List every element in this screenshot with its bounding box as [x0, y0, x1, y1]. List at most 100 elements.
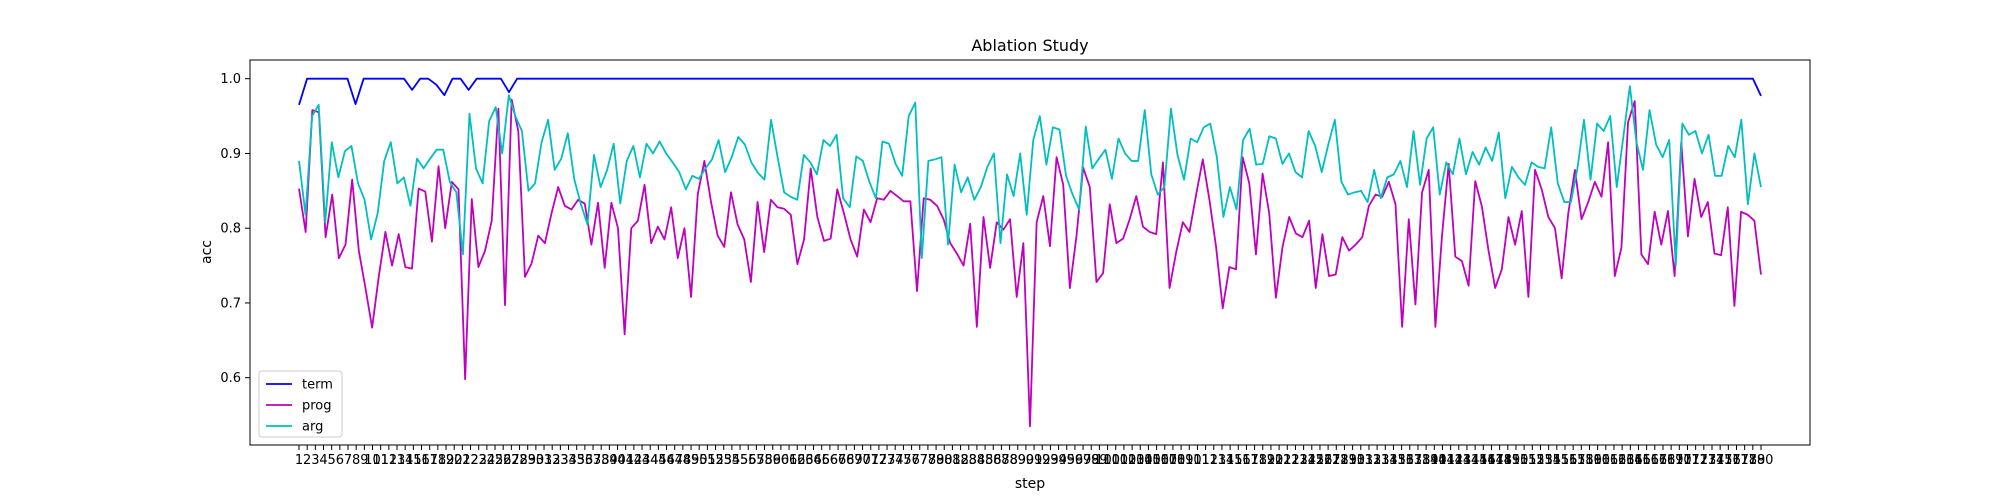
x-tick-label: 157: [1561, 453, 1586, 468]
x-tick-label: 133: [1365, 453, 1390, 468]
y-tick-label: 0.8: [220, 222, 241, 237]
x-tick-label: 48: [675, 453, 692, 468]
x-tick-label: 46: [658, 453, 675, 468]
x-tick-label: 72: [871, 453, 888, 468]
x-tick-label: 34: [560, 453, 577, 468]
x-tick-label: 75: [895, 453, 912, 468]
x-tick-label: 173: [1691, 453, 1716, 468]
x-tick-label: 132: [1357, 453, 1382, 468]
x-tick-label: 7: [344, 453, 352, 468]
x-tick-label: 116: [1226, 453, 1251, 468]
x-tick-label: 170: [1667, 453, 1692, 468]
x-tick-label: 70: [854, 453, 871, 468]
legend-box: [258, 370, 343, 438]
x-tick-label: 176: [1716, 453, 1741, 468]
x-tick-label: 112: [1193, 453, 1218, 468]
x-tick-label: 130: [1340, 453, 1365, 468]
x-tick-label: 92: [1034, 453, 1051, 468]
x-axis-title: step: [1015, 476, 1045, 492]
x-tick-label: 121: [1267, 453, 1292, 468]
x-tick-label: 164: [1618, 453, 1643, 468]
series-line-arg: [298, 85, 1762, 267]
x-tick-label: 140: [1422, 453, 1447, 468]
x-tick-label: 123: [1283, 453, 1308, 468]
x-tick-label: 8: [352, 453, 360, 468]
x-tick-label: 152: [1520, 453, 1545, 468]
x-tick-label: 113: [1201, 453, 1226, 468]
x-tick-label: 167: [1642, 453, 1667, 468]
x-tick-label: 177: [1724, 453, 1749, 468]
x-tick-label: 179: [1740, 453, 1765, 468]
x-tick-label: 100: [1095, 453, 1120, 468]
x-tick-label: 82: [952, 453, 969, 468]
x-tick-label: 45: [650, 453, 667, 468]
x-tick-label: 120: [1259, 453, 1284, 468]
x-tick-label: 102: [1112, 453, 1137, 468]
x-tick-label: 153: [1528, 453, 1553, 468]
x-tick-label: 146: [1471, 453, 1496, 468]
x-tick-label: 33: [552, 453, 569, 468]
x-tick-label: 20: [446, 453, 463, 468]
x-tick-label: 18: [430, 453, 447, 468]
y-tick-label: 0.6: [220, 371, 241, 386]
x-tick-label: 127: [1316, 453, 1341, 468]
y-tick-label: 0.7: [220, 296, 241, 311]
x-tick-label: 74: [887, 453, 904, 468]
x-tick-label: 119: [1250, 453, 1275, 468]
x-tick-label: 32: [544, 453, 561, 468]
x-tick-label: 180: [1749, 453, 1774, 468]
x-tick-label: 37: [585, 453, 602, 468]
x-tick-label: 67: [830, 453, 847, 468]
x-tick-label: 115: [1218, 453, 1243, 468]
y-axis: 0.6 0.7 0.8 0.9 1.0: [220, 72, 250, 386]
x-tick-label: 137: [1397, 453, 1422, 468]
x-tick-label: 117: [1234, 453, 1259, 468]
x-tick-label: 110: [1177, 453, 1202, 468]
x-tick-label: 15: [405, 453, 422, 468]
x-tick-label: 25: [487, 453, 504, 468]
x-tick-label: 79: [928, 453, 945, 468]
x-tick-label: 99: [1091, 453, 1108, 468]
x-tick-label: 159: [1577, 453, 1602, 468]
x-tick-label: 52: [707, 453, 724, 468]
x-tick-label: 23: [470, 453, 487, 468]
y-axis-title: acc: [199, 240, 215, 264]
x-tick-label: 171: [1675, 453, 1700, 468]
x-tick-label: 3: [311, 453, 319, 468]
x-tick-label: 5: [328, 453, 336, 468]
x-tick-label: 17: [421, 453, 438, 468]
legend-label-term: term: [302, 378, 333, 393]
x-tick-label: 38: [593, 453, 610, 468]
x-tick-label: 69: [846, 453, 863, 468]
x-tick-label: 162: [1602, 453, 1627, 468]
series-line-term: [298, 77, 1762, 106]
x-tick-label: 49: [683, 453, 700, 468]
x-tick-label: 161: [1593, 453, 1618, 468]
x-tick-label: 106: [1144, 453, 1169, 468]
x-tick-label: 122: [1275, 453, 1300, 468]
x-tick-label: 94: [1050, 453, 1067, 468]
x-tick-label: 54: [724, 453, 741, 468]
x-tick-label: 61: [781, 453, 798, 468]
x-tick-label: 96: [1067, 453, 1084, 468]
x-tick-label: 56: [740, 453, 757, 468]
y-tick-label: 1.0: [220, 72, 241, 87]
x-tick-label: 50: [691, 453, 708, 468]
x-tick-label: 63: [797, 453, 814, 468]
x-tick-label: 22: [462, 453, 479, 468]
x-tick-label: 76: [903, 453, 920, 468]
x-tick-label: 1: [295, 453, 303, 468]
x-tick-label: 125: [1299, 453, 1324, 468]
x-axis: 1 2 3 4 5 6 7 8 91011121314151617181920212223242…: [295, 445, 1774, 468]
x-tick-label: 104: [1128, 453, 1153, 468]
x-tick-label: 168: [1651, 453, 1676, 468]
x-tick-label: 31: [536, 453, 553, 468]
series-line-prog: [298, 98, 1762, 428]
legend-label-arg: arg: [302, 420, 323, 435]
x-tick-label: 24: [479, 453, 496, 468]
x-tick-label: 40: [609, 453, 626, 468]
x-tick-label: 148: [1487, 453, 1512, 468]
x-tick-label: 101: [1103, 453, 1128, 468]
x-tick-label: 19: [438, 453, 455, 468]
x-tick-label: 44: [642, 453, 659, 468]
